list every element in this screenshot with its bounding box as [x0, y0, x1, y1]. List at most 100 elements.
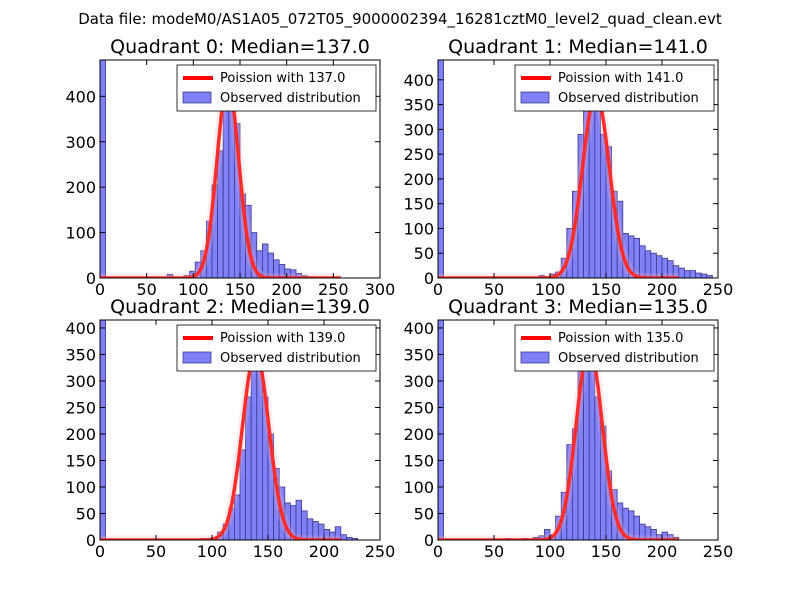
y-tick-label: 50 [76, 504, 96, 523]
x-tick-label: 150 [253, 542, 284, 561]
poisson-curve-glow [438, 342, 679, 540]
histogram-bar [684, 270, 691, 278]
y-tick-label: 350 [403, 96, 434, 115]
legend-label-poisson: Poission with 141.0 [558, 71, 683, 86]
y-tick-label: 0 [424, 531, 434, 550]
x-tick-label: 250 [703, 542, 734, 561]
y-tick-label: 0 [86, 269, 96, 288]
poisson-curve [438, 345, 679, 540]
x-tick-label: 150 [225, 280, 256, 299]
legend-label-poisson: Poission with 135.0 [558, 331, 683, 346]
legend-label-observed: Observed distribution [220, 351, 361, 366]
y-tick-label: 100 [65, 478, 96, 497]
y-tick-label: 200 [65, 425, 96, 444]
histogram-bar [438, 320, 444, 540]
y-tick-label: 300 [65, 133, 96, 152]
x-tick-label: 250 [703, 280, 734, 299]
x-tick-label: 100 [535, 280, 566, 299]
y-tick-label: 400 [65, 319, 96, 338]
x-tick-label: 0 [433, 542, 443, 561]
legend-bar-swatch [182, 91, 212, 104]
x-tick-label: 0 [95, 542, 105, 561]
histogram-bar [695, 272, 702, 278]
quadrant-1-title: Quadrant 1: Median=141.0 [448, 36, 708, 58]
x-tick-label: 200 [647, 280, 678, 299]
x-tick-label: 250 [318, 280, 349, 299]
legend-bar-swatch [182, 351, 212, 364]
histogram-bar [689, 270, 696, 278]
histogram-bar [678, 267, 685, 278]
x-tick-label: 300 [365, 280, 396, 299]
y-tick-label: 300 [403, 120, 434, 139]
histogram-bar [334, 526, 342, 540]
x-tick-label: 200 [271, 280, 302, 299]
y-tick-label: 300 [65, 372, 96, 391]
poisson-curve [100, 81, 341, 278]
poisson-curve [100, 350, 341, 540]
histogram-bar [100, 320, 106, 540]
x-tick-label: 50 [136, 280, 156, 299]
y-tick-label: 300 [403, 372, 434, 391]
legend-label-observed: Observed distribution [220, 91, 361, 106]
x-tick-label: 0 [95, 280, 105, 299]
legend-label-poisson: Poission with 137.0 [220, 71, 345, 86]
quadrant-2-chart: Quadrant 2: Median=139.0 0 50 100 150 200 250 0… [65, 296, 395, 561]
y-tick-label: 400 [65, 87, 96, 106]
quadrant-2-legend: Poission with 139.0 Observed distribution [176, 324, 377, 372]
y-tick-label: 350 [403, 345, 434, 364]
legend-bar-swatch [520, 91, 550, 104]
quadrant-2-plot-area [100, 320, 358, 540]
histogram-bar [706, 275, 713, 278]
x-tick-label: 50 [146, 542, 166, 561]
y-tick-label: 200 [65, 178, 96, 197]
x-tick-label: 100 [178, 280, 209, 299]
quadrant-1-chart: Quadrant 1: Median=141.0 0 50 100 150 200 250 0… [403, 36, 733, 299]
poisson-curve-glow [438, 88, 679, 278]
x-tick-label: 200 [309, 542, 340, 561]
figure-suptitle: Data file: modeM0/AS1A05_072T05_90000023… [78, 10, 722, 29]
y-tick-label: 150 [65, 451, 96, 470]
x-tick-label: 0 [433, 280, 443, 299]
y-tick-label: 250 [403, 145, 434, 164]
x-tick-label: 100 [535, 542, 566, 561]
quadrant-2-axes-frame [99, 319, 381, 541]
histogram-bar [100, 60, 106, 278]
x-tick-label: 150 [591, 542, 622, 561]
x-tick-label: 50 [484, 542, 504, 561]
poisson-curve-glow [100, 78, 341, 278]
y-tick-label: 100 [65, 224, 96, 243]
legend-label-poisson: Poission with 139.0 [220, 331, 345, 346]
quadrant-0-legend: Poission with 137.0 Observed distribution [176, 64, 377, 112]
subplot-grid: Quadrant 0: Median=137.0 0 50 100 150 200 250 3… [65, 36, 733, 561]
y-tick-label: 200 [403, 170, 434, 189]
quadrant-3-axes-frame [437, 319, 719, 541]
legend-bar-swatch [520, 351, 550, 364]
y-tick-label: 400 [403, 319, 434, 338]
x-tick-label: 250 [365, 542, 396, 561]
y-tick-label: 150 [403, 195, 434, 214]
histogram-bar [340, 534, 347, 540]
poisson-curve-glow [100, 347, 341, 540]
y-tick-label: 250 [65, 398, 96, 417]
quadrant-3-legend: Poission with 135.0 Observed distribution [514, 324, 715, 372]
y-tick-label: 50 [414, 504, 434, 523]
x-tick-label: 50 [484, 280, 504, 299]
histogram-bar [438, 60, 444, 278]
legend-label-observed: Observed distribution [558, 351, 699, 366]
y-tick-label: 400 [403, 71, 434, 90]
quadrant-1-legend: Poission with 141.0 Observed distribution [514, 64, 715, 112]
y-tick-label: 0 [424, 269, 434, 288]
y-tick-label: 350 [65, 345, 96, 364]
quadrant-3-chart: Quadrant 3: Median=135.0 0 50 100 150 200 250 0… [403, 296, 733, 561]
quadrant-1-plot-area [438, 60, 713, 278]
histogram-bar [166, 273, 174, 278]
legend-label-observed: Observed distribution [558, 91, 699, 106]
x-tick-label: 200 [647, 542, 678, 561]
histogram-bar [351, 538, 358, 540]
y-tick-label: 150 [403, 451, 434, 470]
quadrant-0-chart: Quadrant 0: Median=137.0 0 50 100 150 200 250 3… [65, 36, 395, 299]
y-tick-label: 100 [403, 478, 434, 497]
quadrant-0-title: Quadrant 0: Median=137.0 [110, 36, 370, 58]
quadrant-3-title: Quadrant 3: Median=135.0 [448, 296, 708, 318]
